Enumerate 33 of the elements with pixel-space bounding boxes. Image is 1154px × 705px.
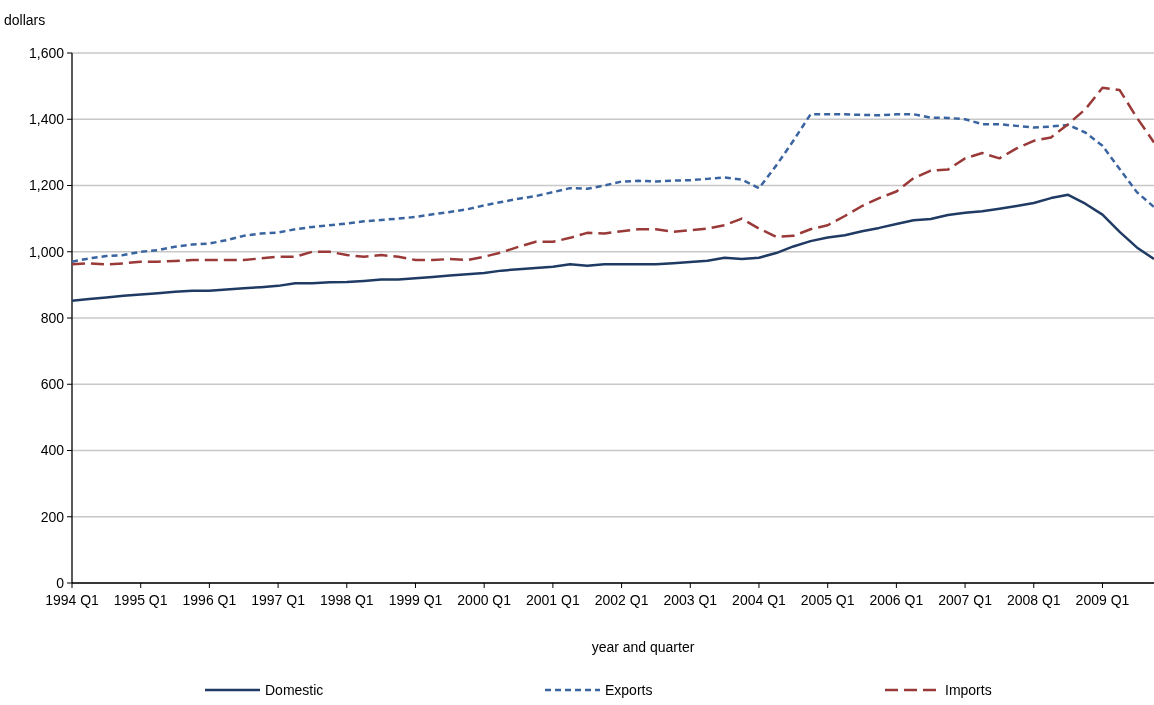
legend-label: Imports (945, 681, 992, 698)
y-tick-label: 600 (40, 376, 65, 393)
x-tick-label: 1999 Q1 (388, 592, 443, 608)
x-tick-label: 1994 Q1 (45, 592, 100, 608)
x-tick-label: 1998 Q1 (319, 592, 374, 608)
line-series (70, 193, 1154, 303)
y-tick-label: 1,000 (28, 243, 65, 260)
x-tick-label: 2007 Q1 (938, 592, 993, 608)
legend-label: Exports (605, 681, 653, 698)
x-tick-label: 2001 Q1 (526, 592, 580, 608)
x-tick-label: 2008 Q1 (1006, 592, 1061, 608)
x-tick-label: 2004 Q1 (732, 592, 787, 608)
y-tick-label: 400 (40, 442, 65, 459)
x-tick-label: 2000 Q1 (457, 592, 512, 608)
y-tick-label: 200 (40, 508, 65, 525)
x-tick-label: 2005 Q1 (800, 592, 855, 608)
line-series (70, 86, 1154, 266)
x-tick-label: 2002 Q1 (594, 592, 649, 608)
x-tick-label: 1995 Q1 (113, 592, 168, 608)
x-tick-label: 2006 Q1 (869, 592, 924, 608)
x-axis-title: year and quarter (591, 639, 695, 655)
y-tick-label: 800 (40, 309, 65, 326)
y-tick-label: 1,600 (28, 44, 65, 61)
y-tick-label: 0 (56, 574, 65, 591)
line-series (70, 113, 1154, 263)
y-axis-title: dollars (4, 12, 46, 28)
x-tick-label: 2009 Q1 (1075, 592, 1130, 608)
y-tick-label: 1,200 (28, 177, 65, 194)
x-tick-label: 2003 Q1 (663, 592, 718, 608)
legend-label: Domestic (265, 681, 324, 698)
x-tick-label: 1997 Q1 (251, 592, 306, 608)
x-tick-label: 1996 Q1 (182, 592, 237, 608)
y-tick-label: 1,400 (28, 111, 65, 128)
